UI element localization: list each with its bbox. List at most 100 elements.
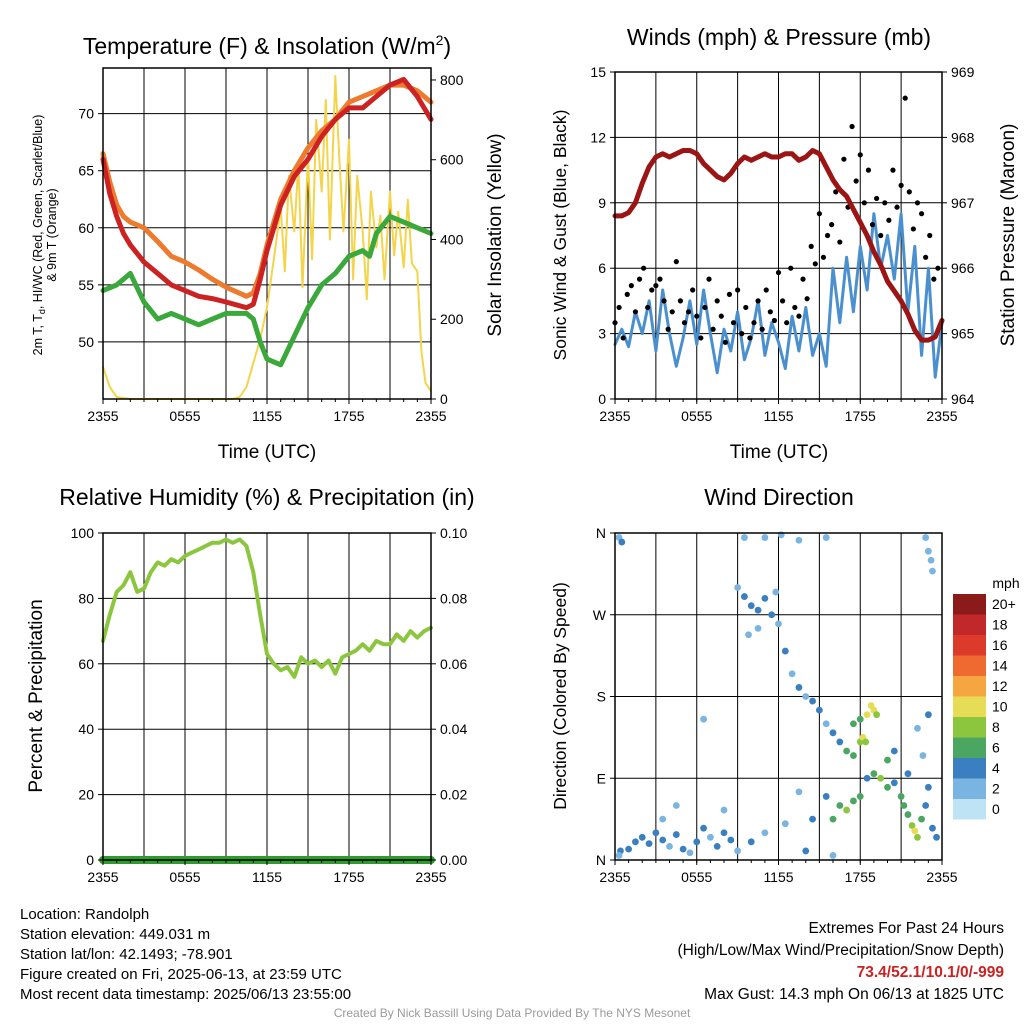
legend-label: 2 (992, 781, 1000, 797)
legend-swatch (953, 799, 986, 820)
gust-point (694, 313, 700, 319)
direction-point (775, 620, 782, 628)
direction-title: Wind Direction (704, 484, 854, 510)
humidity-xtick-label: 1755 (333, 869, 364, 885)
gust-point (837, 239, 843, 245)
gust-point (898, 182, 904, 188)
legend-swatch (953, 717, 986, 738)
direction-ylabel: Direction (Colored By Speed) (550, 582, 570, 810)
temperature-xlabel: Time (UTC) (218, 442, 317, 463)
direction-ytick-label: N (596, 525, 606, 541)
direction-point (836, 738, 844, 746)
direction-point (754, 624, 762, 632)
gust-point (743, 304, 749, 311)
gust-point (812, 261, 818, 267)
temperature-grid (103, 68, 431, 399)
precipitation-ytick-label: 0.06 (440, 656, 467, 672)
direction-panel: Wind Direction 2355 0555 1155 1755 2355NESWN… (550, 484, 1020, 885)
legend-label: 16 (992, 637, 1008, 653)
direction-point (850, 720, 857, 728)
direction-point (781, 820, 789, 828)
humidity-ytick-label: 60 (78, 656, 94, 672)
direction-point (659, 815, 667, 823)
direction-point (924, 547, 932, 555)
gust-point (657, 276, 663, 282)
gust-point (804, 296, 810, 302)
gust-point (624, 291, 630, 297)
direction-point (911, 827, 919, 835)
precipitation-ytick-label: 0.10 (440, 525, 467, 541)
legend-swatch (953, 778, 986, 799)
direction-ytick-label: S (597, 689, 606, 705)
direction-point (747, 602, 755, 610)
temperature-xtick-label: 1155 (252, 408, 282, 424)
direction-point (706, 833, 714, 841)
humidity-grid (103, 533, 431, 860)
direction-point (734, 584, 742, 591)
direction-ytick-label: W (593, 607, 607, 623)
direction-point (900, 802, 908, 809)
gust-point (784, 320, 790, 326)
temperature-xtick-label: 2355 (415, 408, 446, 424)
solar-ylabel: Solar Insolation (Yellow) (485, 133, 506, 336)
direction-ytick-label: E (597, 770, 606, 786)
solar-ytick-label: 800 (440, 72, 464, 88)
precipitation-ytick-label: 0.00 (440, 852, 467, 868)
dewpoint-line (100, 213, 434, 368)
legend-label: 14 (992, 658, 1008, 674)
solar-ytick-label: 0 (440, 391, 448, 407)
temperature-xtick-label: 0555 (169, 408, 200, 424)
direction-point (741, 534, 748, 541)
direction-xtick-label: 1155 (763, 869, 793, 885)
gust-point (714, 298, 720, 304)
winds-ytick-label: 3 (598, 326, 606, 342)
legend-swatch (953, 737, 986, 758)
direction-point (829, 815, 837, 823)
credit-line: Created By Nick Bassill Using Data Provi… (333, 1006, 691, 1020)
winds-xtick-label: 0555 (681, 408, 712, 424)
legend-label: 0 (992, 801, 1000, 817)
gust-point (767, 309, 773, 315)
direction-point (761, 829, 769, 837)
gust-point (833, 189, 839, 195)
direction-point (850, 797, 857, 805)
direction-point (929, 567, 936, 575)
direction-xtick-label: 2355 (926, 869, 957, 885)
gust-point (923, 254, 929, 260)
solar-ytick-label: 400 (440, 231, 464, 247)
direction-point (897, 793, 905, 800)
gust-point (800, 276, 806, 282)
direction-point (822, 793, 830, 800)
legend-swatch (953, 594, 986, 615)
legend-label: 10 (992, 699, 1008, 715)
winds-panel: Winds (mph) & Pressure (mb) 2355 0555 1155… (550, 24, 1019, 463)
direction-point (856, 793, 864, 800)
direction-point (890, 747, 898, 755)
gust-point (636, 276, 643, 282)
pressure-ytick-label: 968 (951, 129, 975, 145)
temperature-title: Temperature (F) & Insolation (W/m2) (83, 32, 451, 59)
direction-point (822, 720, 830, 728)
direction-point (908, 822, 916, 829)
direction-point (850, 752, 857, 759)
gust-point (808, 243, 814, 249)
temperature-ytick-label: 60 (78, 220, 94, 236)
direction-point (927, 556, 935, 564)
gust-point (755, 298, 761, 304)
direction-points (615, 531, 940, 859)
gust-point (918, 211, 925, 217)
direction-point (914, 833, 921, 841)
station-info: Location: Randolph Station elevation: 44… (20, 905, 351, 1005)
winds-xtick-label: 2355 (599, 408, 630, 424)
gust-point (726, 291, 733, 297)
direction-point (815, 706, 823, 714)
recent-timestamp: Most recent data timestamp: 2025/06/13 2… (20, 986, 352, 1003)
legend-label: 4 (992, 760, 1000, 776)
direction-xtick-label: 2355 (599, 869, 630, 885)
gust-point (771, 317, 778, 324)
gust-point (816, 211, 822, 217)
direction-point (802, 693, 810, 700)
winds-ytick-label: 9 (598, 195, 606, 211)
humidity-line (101, 537, 433, 679)
direction-point (672, 802, 680, 809)
